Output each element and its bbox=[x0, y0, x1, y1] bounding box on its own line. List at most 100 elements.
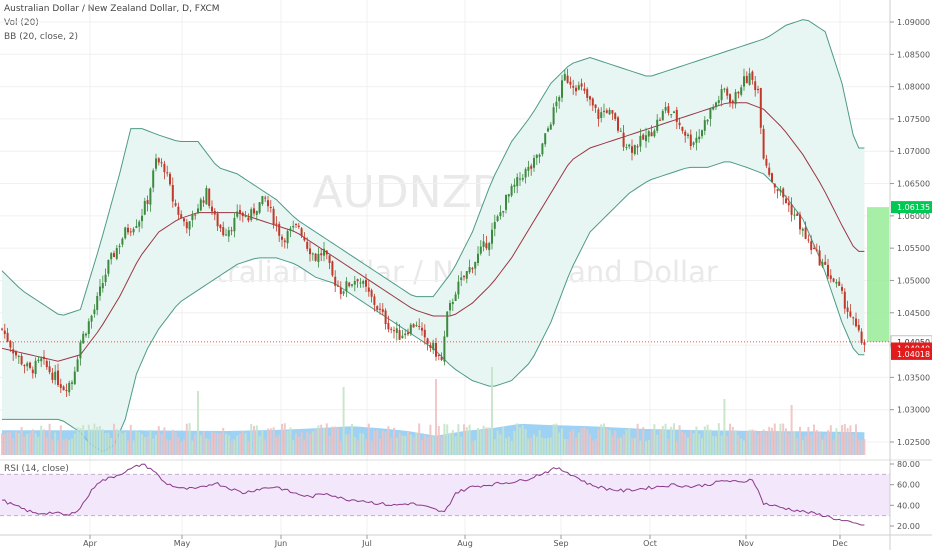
volume-bar bbox=[163, 427, 166, 455]
candle-body bbox=[183, 218, 185, 222]
candle-body bbox=[314, 253, 317, 261]
volume-bar bbox=[12, 438, 15, 455]
candle-body bbox=[799, 214, 801, 230]
volume-bar bbox=[695, 426, 698, 455]
candle-body bbox=[96, 296, 99, 310]
volume-bar bbox=[286, 430, 289, 455]
candle-body bbox=[79, 342, 82, 359]
volume-bar bbox=[689, 429, 692, 455]
volume-indicator-label[interactable]: Vol (20) bbox=[4, 18, 39, 28]
candle-body bbox=[586, 89, 589, 98]
volume-bar bbox=[110, 437, 113, 455]
candle-body bbox=[824, 261, 827, 265]
candle-body bbox=[370, 290, 373, 297]
volume-bar bbox=[76, 427, 79, 455]
candle-body bbox=[519, 178, 521, 180]
candle-body bbox=[171, 185, 174, 202]
candle-body bbox=[521, 177, 524, 180]
volume-bar bbox=[412, 437, 415, 455]
volume-bar bbox=[479, 430, 482, 455]
time-tick-label: Jul bbox=[361, 539, 372, 548]
volume-bar bbox=[295, 433, 297, 455]
volume-bar bbox=[376, 429, 379, 455]
volume-bar bbox=[561, 428, 563, 455]
candle-body bbox=[762, 128, 765, 159]
volume-bar bbox=[583, 426, 586, 455]
volume-bar bbox=[62, 439, 65, 455]
volume-bar bbox=[351, 423, 353, 455]
volume-bar bbox=[3, 433, 6, 455]
volume-bar bbox=[740, 438, 743, 455]
candle-body bbox=[505, 194, 507, 210]
rsi-indicator-label[interactable]: RSI (14, close) bbox=[4, 464, 69, 474]
candle-body bbox=[687, 134, 689, 137]
volume-bar bbox=[216, 433, 219, 455]
candle-body bbox=[787, 202, 790, 206]
price-tick-label: 1.08000 bbox=[897, 83, 930, 92]
candle-body bbox=[26, 363, 29, 367]
candle-body bbox=[71, 382, 73, 384]
volume-bar bbox=[68, 439, 71, 455]
volume-bar bbox=[706, 424, 709, 455]
volume-bar bbox=[768, 426, 771, 455]
volume-bar bbox=[395, 437, 398, 455]
candle-body bbox=[185, 222, 188, 229]
candle-body bbox=[82, 333, 85, 344]
volume-bar bbox=[51, 439, 54, 455]
volume-bar bbox=[325, 423, 328, 455]
volume-bar bbox=[208, 439, 211, 455]
volume-bar bbox=[463, 424, 465, 455]
volume-bar bbox=[776, 432, 779, 455]
candle-body bbox=[334, 276, 337, 286]
candle-body bbox=[689, 134, 692, 147]
candle-body bbox=[611, 110, 614, 114]
volume-bar bbox=[771, 427, 773, 455]
volume-bar bbox=[600, 424, 603, 455]
candle-body bbox=[835, 281, 838, 284]
candle-body bbox=[622, 132, 625, 147]
price-label-text: 1.04018 bbox=[897, 350, 930, 359]
candle-body bbox=[801, 228, 804, 231]
rsi-tick-label: 80.00 bbox=[897, 460, 920, 469]
candle-body bbox=[591, 98, 594, 106]
rsi-tick-label: 20.00 bbox=[897, 522, 920, 531]
volume-bar bbox=[258, 435, 261, 455]
volume-bar bbox=[631, 438, 633, 455]
candle-body bbox=[107, 259, 110, 274]
volume-bar bbox=[409, 434, 412, 455]
candle-body bbox=[547, 128, 549, 132]
volume-bar bbox=[309, 433, 311, 455]
volume-bar bbox=[93, 423, 96, 455]
candle-body bbox=[614, 113, 617, 120]
candle-body bbox=[297, 225, 300, 227]
volume-bar bbox=[121, 433, 124, 455]
candle-body bbox=[661, 111, 664, 121]
volume-bar bbox=[796, 438, 799, 455]
volume-bar bbox=[801, 440, 804, 455]
candle-body bbox=[460, 277, 463, 281]
rsi-band bbox=[0, 474, 890, 516]
volume-bar bbox=[852, 434, 855, 455]
candle-body bbox=[855, 318, 857, 327]
volume-bar bbox=[45, 437, 48, 455]
candle-body bbox=[496, 216, 499, 222]
volume-bar bbox=[197, 391, 199, 455]
candle-body bbox=[841, 286, 843, 291]
volume-bar bbox=[202, 431, 205, 455]
bollinger-indicator-label[interactable]: BB (20, close, 2) bbox=[4, 32, 79, 42]
candle-body bbox=[779, 189, 782, 192]
volume-bar bbox=[513, 430, 516, 455]
candle-body bbox=[359, 282, 362, 284]
candle-body bbox=[124, 227, 127, 239]
rsi-tick-label: 40.00 bbox=[897, 501, 920, 510]
candle-body bbox=[269, 206, 272, 208]
candle-body bbox=[706, 119, 709, 122]
volume-bar bbox=[306, 431, 309, 455]
candle-body bbox=[499, 212, 502, 217]
volume-bar bbox=[90, 429, 93, 455]
volume-bar bbox=[754, 430, 757, 455]
volume-bar bbox=[642, 427, 645, 455]
volume-bar bbox=[317, 425, 320, 455]
